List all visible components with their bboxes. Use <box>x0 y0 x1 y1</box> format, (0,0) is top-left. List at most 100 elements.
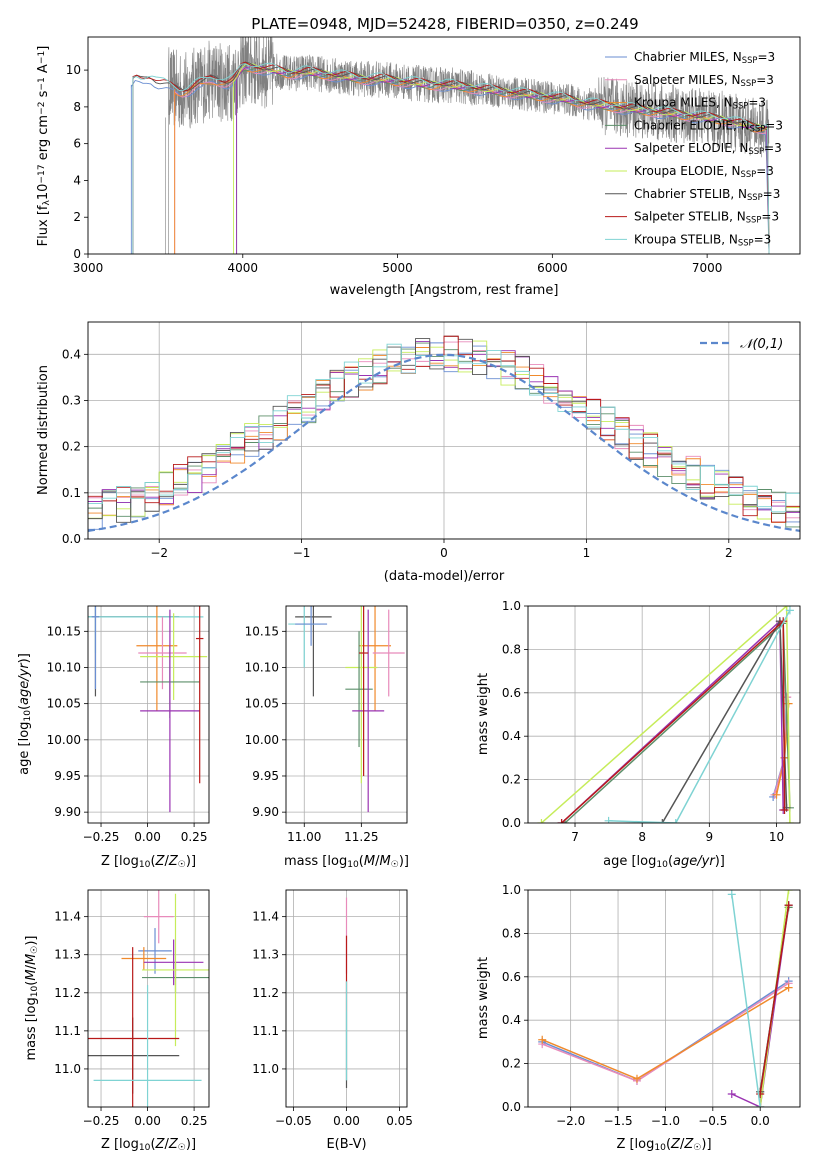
weight-z-xlabel: Z [log10(Z/Z☉)] <box>616 1137 711 1153</box>
wage-point <box>537 819 546 823</box>
residuals-xtick-label: 2 <box>725 546 733 560</box>
legend-entry: Salpeter ELODIE, NSSP=3 <box>634 141 782 156</box>
age-z-xlabel: Z [log10(Z/Z☉)] <box>101 854 196 870</box>
weight-age-xtick-label: 10 <box>769 830 784 844</box>
weight-age-ytick-label: 0.8 <box>502 642 521 656</box>
weight-z-ytick-label: 0.4 <box>502 1013 521 1027</box>
spectrum-model-line <box>132 61 770 254</box>
mass-z-ytick-label: 11.4 <box>54 910 81 924</box>
residuals-xtick-label: −1 <box>293 546 311 560</box>
weight-z-ytick-label: 0.8 <box>502 926 521 940</box>
legend-entry: Kroupa ELODIE, NSSP=3 <box>634 164 774 179</box>
spectrum-ytick-label: 8 <box>73 100 81 114</box>
residuals-ytick-label: 0.0 <box>62 532 81 546</box>
weight-age-ytick-label: 0.4 <box>502 729 521 743</box>
weight-z-xtick-label: 0.0 <box>751 1114 770 1128</box>
age-z-ytick-label: 10.00 <box>47 733 81 747</box>
age-mass-xtick-label: 11.25 <box>344 830 378 844</box>
age-mass-xtick-label: 11.00 <box>287 830 321 844</box>
age-mass-ytick-label: 10.10 <box>245 660 279 674</box>
residuals-ytick-label: 0.2 <box>62 440 81 454</box>
wz-series-line <box>759 905 790 1095</box>
mass-ebv-ytick-label: 11.0 <box>252 1062 279 1076</box>
wage-point <box>772 790 781 799</box>
age-mass-xlabel: mass [log10(M/M☉)] <box>284 854 409 870</box>
legend-entry: Kroupa MILES, NSSP=3 <box>634 96 766 111</box>
age-mass-frame <box>285 605 408 824</box>
residual-hist-line <box>88 335 800 523</box>
wage-series-line <box>540 606 791 823</box>
spectrum-model-line <box>236 66 770 254</box>
spectrum-ytick-label: 6 <box>73 137 81 151</box>
age-z-xtick-label: 0.00 <box>134 830 161 844</box>
age-z-ytick-label: 9.95 <box>54 769 81 783</box>
mass-ebv-ytick-label: 11.2 <box>252 986 279 1000</box>
age-z-xtick-label: −0.25 <box>83 830 120 844</box>
residuals-xtick-label: 1 <box>583 546 591 560</box>
age-mass-ytick-label: 10.05 <box>245 697 279 711</box>
mass-z-xlabel: Z [log10(Z/Z☉)] <box>101 1137 196 1153</box>
mass-ebv-axes: −0.05 0.00 0.05 11.0 11.1 11.2 11.3 11.4 E(B-V) <box>252 889 413 1152</box>
weight-z-plot <box>528 890 800 1107</box>
mass-ebv-xtick-label: 0.05 <box>386 1114 413 1128</box>
weight-z-ytick-label: 0.0 <box>502 1100 521 1114</box>
weight-age-ytick-label: 1.0 <box>502 599 521 613</box>
weight-z-xtick-label: −1.5 <box>603 1114 632 1128</box>
wz-point <box>538 1035 547 1044</box>
wage-point <box>557 819 566 823</box>
age-z-xtick-label: 0.25 <box>181 830 208 844</box>
wz-point <box>756 1089 765 1098</box>
mass-ebv-ytick-label: 11.3 <box>252 948 279 962</box>
wz-point <box>784 890 793 894</box>
spectrum-model-line <box>236 64 770 254</box>
mass-z-xtick-label: −0.25 <box>83 1114 120 1128</box>
spectrum-legend: Chabrier MILES, NSSP=3 Salpeter MILES, NS… <box>605 50 783 247</box>
legend-entry: Chabrier MILES, NSSP=3 <box>634 50 775 65</box>
spectrum-xtick-label: 6000 <box>537 261 568 275</box>
age-mass-ytick-label: 10.00 <box>245 733 279 747</box>
wz-point <box>784 983 793 992</box>
spectrum-xtick-label: 3000 <box>73 261 104 275</box>
spectrum-data-line <box>165 37 770 254</box>
age-mass-plot <box>286 606 407 823</box>
residuals-xtick-label: 0 <box>440 546 448 560</box>
mass-z-ytick-label: 11.3 <box>54 948 81 962</box>
wage-point <box>671 819 680 823</box>
spectrum-plot <box>130 37 770 254</box>
wage-series-line <box>608 609 791 823</box>
weight-age-xtick-label: 7 <box>571 830 579 844</box>
spectrum-title: PLATE=0948, MJD=52428, FIBERID=0350, z=0… <box>251 15 638 33</box>
residuals-axes: −2 −1 0 1 2 0.0 0.1 0.2 0.3 0.4 (data-model)/error… <box>36 321 801 584</box>
weight-age-ytick-label: 0.2 <box>502 773 521 787</box>
mass-ebv-frame <box>285 889 408 1108</box>
mass-ebv-plot <box>286 890 407 1107</box>
weight-age-plot <box>528 606 800 823</box>
age-z-ylabel: age [log10(age/yr)] <box>17 653 33 775</box>
wage-point <box>782 606 791 610</box>
wz-point <box>784 901 793 910</box>
residuals-ytick-label: 0.1 <box>62 486 81 500</box>
weight-z-ytick-label: 0.2 <box>502 1057 521 1071</box>
weight-z-axes: −2.0 −1.5 −1.0 −0.5 0.0 0.0 0.2 0.4 0.6 0.8 1.0 Z [… <box>476 883 801 1153</box>
spectrum-xtick-label: 7000 <box>692 261 723 275</box>
mass-ebv-xlabel: E(B-V) <box>326 1137 366 1152</box>
spectrum-ytick-label: 10 <box>66 63 81 77</box>
weight-age-axes: 7 8 9 10 0.0 0.2 0.4 0.6 0.8 1.0 age [log10(age/yr… <box>476 599 801 870</box>
weight-z-xtick-label: −2.0 <box>556 1114 585 1128</box>
wz-point <box>756 1103 765 1107</box>
weight-z-xtick-label: −0.5 <box>698 1114 727 1128</box>
weight-age-ytick-label: 0.6 <box>502 686 521 700</box>
residuals-frame <box>87 321 801 540</box>
wage-point <box>780 805 789 814</box>
age-mass-ytick-label: 9.90 <box>252 805 279 819</box>
mass-ebv-xtick-label: 0.00 <box>333 1114 360 1128</box>
legend-entry: Salpeter STELIB, NSSP=3 <box>634 210 779 225</box>
wage-point <box>785 819 794 823</box>
residuals-ytick-label: 0.4 <box>62 347 81 361</box>
weight-z-xtick-label: −1.0 <box>651 1114 680 1128</box>
legend-entry: Salpeter MILES, NSSP=3 <box>634 73 774 88</box>
age-z-ytick-label: 9.90 <box>54 805 81 819</box>
mass-z-ytick-label: 11.0 <box>54 1062 81 1076</box>
normal-curve <box>88 353 800 532</box>
wage-point <box>658 819 667 823</box>
